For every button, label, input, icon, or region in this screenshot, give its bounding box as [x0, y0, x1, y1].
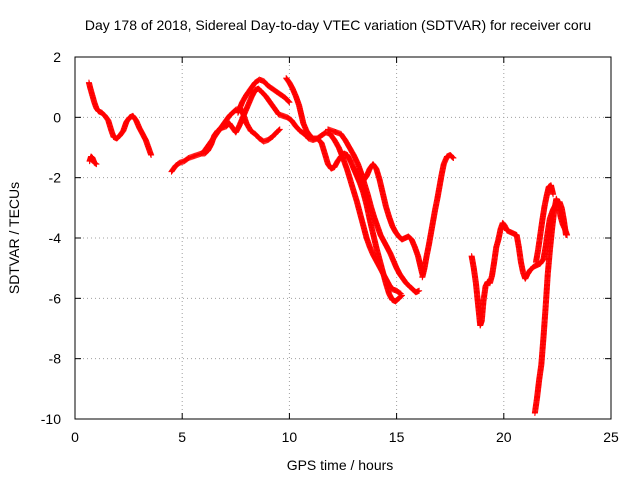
data-point	[564, 231, 571, 238]
data-point	[450, 155, 457, 162]
data-point	[449, 154, 456, 161]
plot-frame	[74, 56, 612, 420]
data-point	[276, 126, 283, 133]
data-point	[397, 290, 404, 297]
x-tick-label: 15	[389, 429, 405, 445]
data-point	[449, 153, 456, 160]
grid-layer	[75, 57, 611, 419]
data-point	[275, 127, 282, 134]
x-tick-label: 5	[178, 429, 186, 445]
y-tick-label: -8	[49, 351, 62, 367]
data-point	[285, 97, 292, 104]
data-point	[416, 287, 423, 294]
data-layer	[85, 75, 571, 416]
x-tick-label: 0	[71, 429, 79, 445]
y-tick-label: -2	[49, 170, 62, 186]
data-point	[550, 191, 557, 198]
data-point	[285, 98, 292, 105]
x-tick-label: 25	[603, 429, 619, 445]
chart-title: Day 178 of 2018, Sidereal Day-to-day VTE…	[85, 17, 591, 33]
x-tick-label: 20	[496, 429, 512, 445]
y-axis-label: SDTVAR / TECUs	[6, 182, 22, 294]
data-point	[286, 99, 293, 106]
data-point	[148, 152, 155, 159]
data-point	[93, 161, 100, 168]
x-tick-label: 10	[282, 429, 298, 445]
data-point	[92, 160, 99, 167]
y-tick-label: 0	[53, 109, 61, 125]
y-tick-label: 2	[53, 49, 61, 65]
x-axis-label: GPS time / hours	[287, 457, 394, 473]
y-tick-label: -6	[49, 290, 62, 306]
data-point	[276, 127, 283, 134]
y-tick-label: -4	[49, 230, 62, 246]
data-point	[397, 290, 404, 297]
y-tick-label: -10	[41, 411, 61, 427]
data-point	[92, 160, 99, 167]
